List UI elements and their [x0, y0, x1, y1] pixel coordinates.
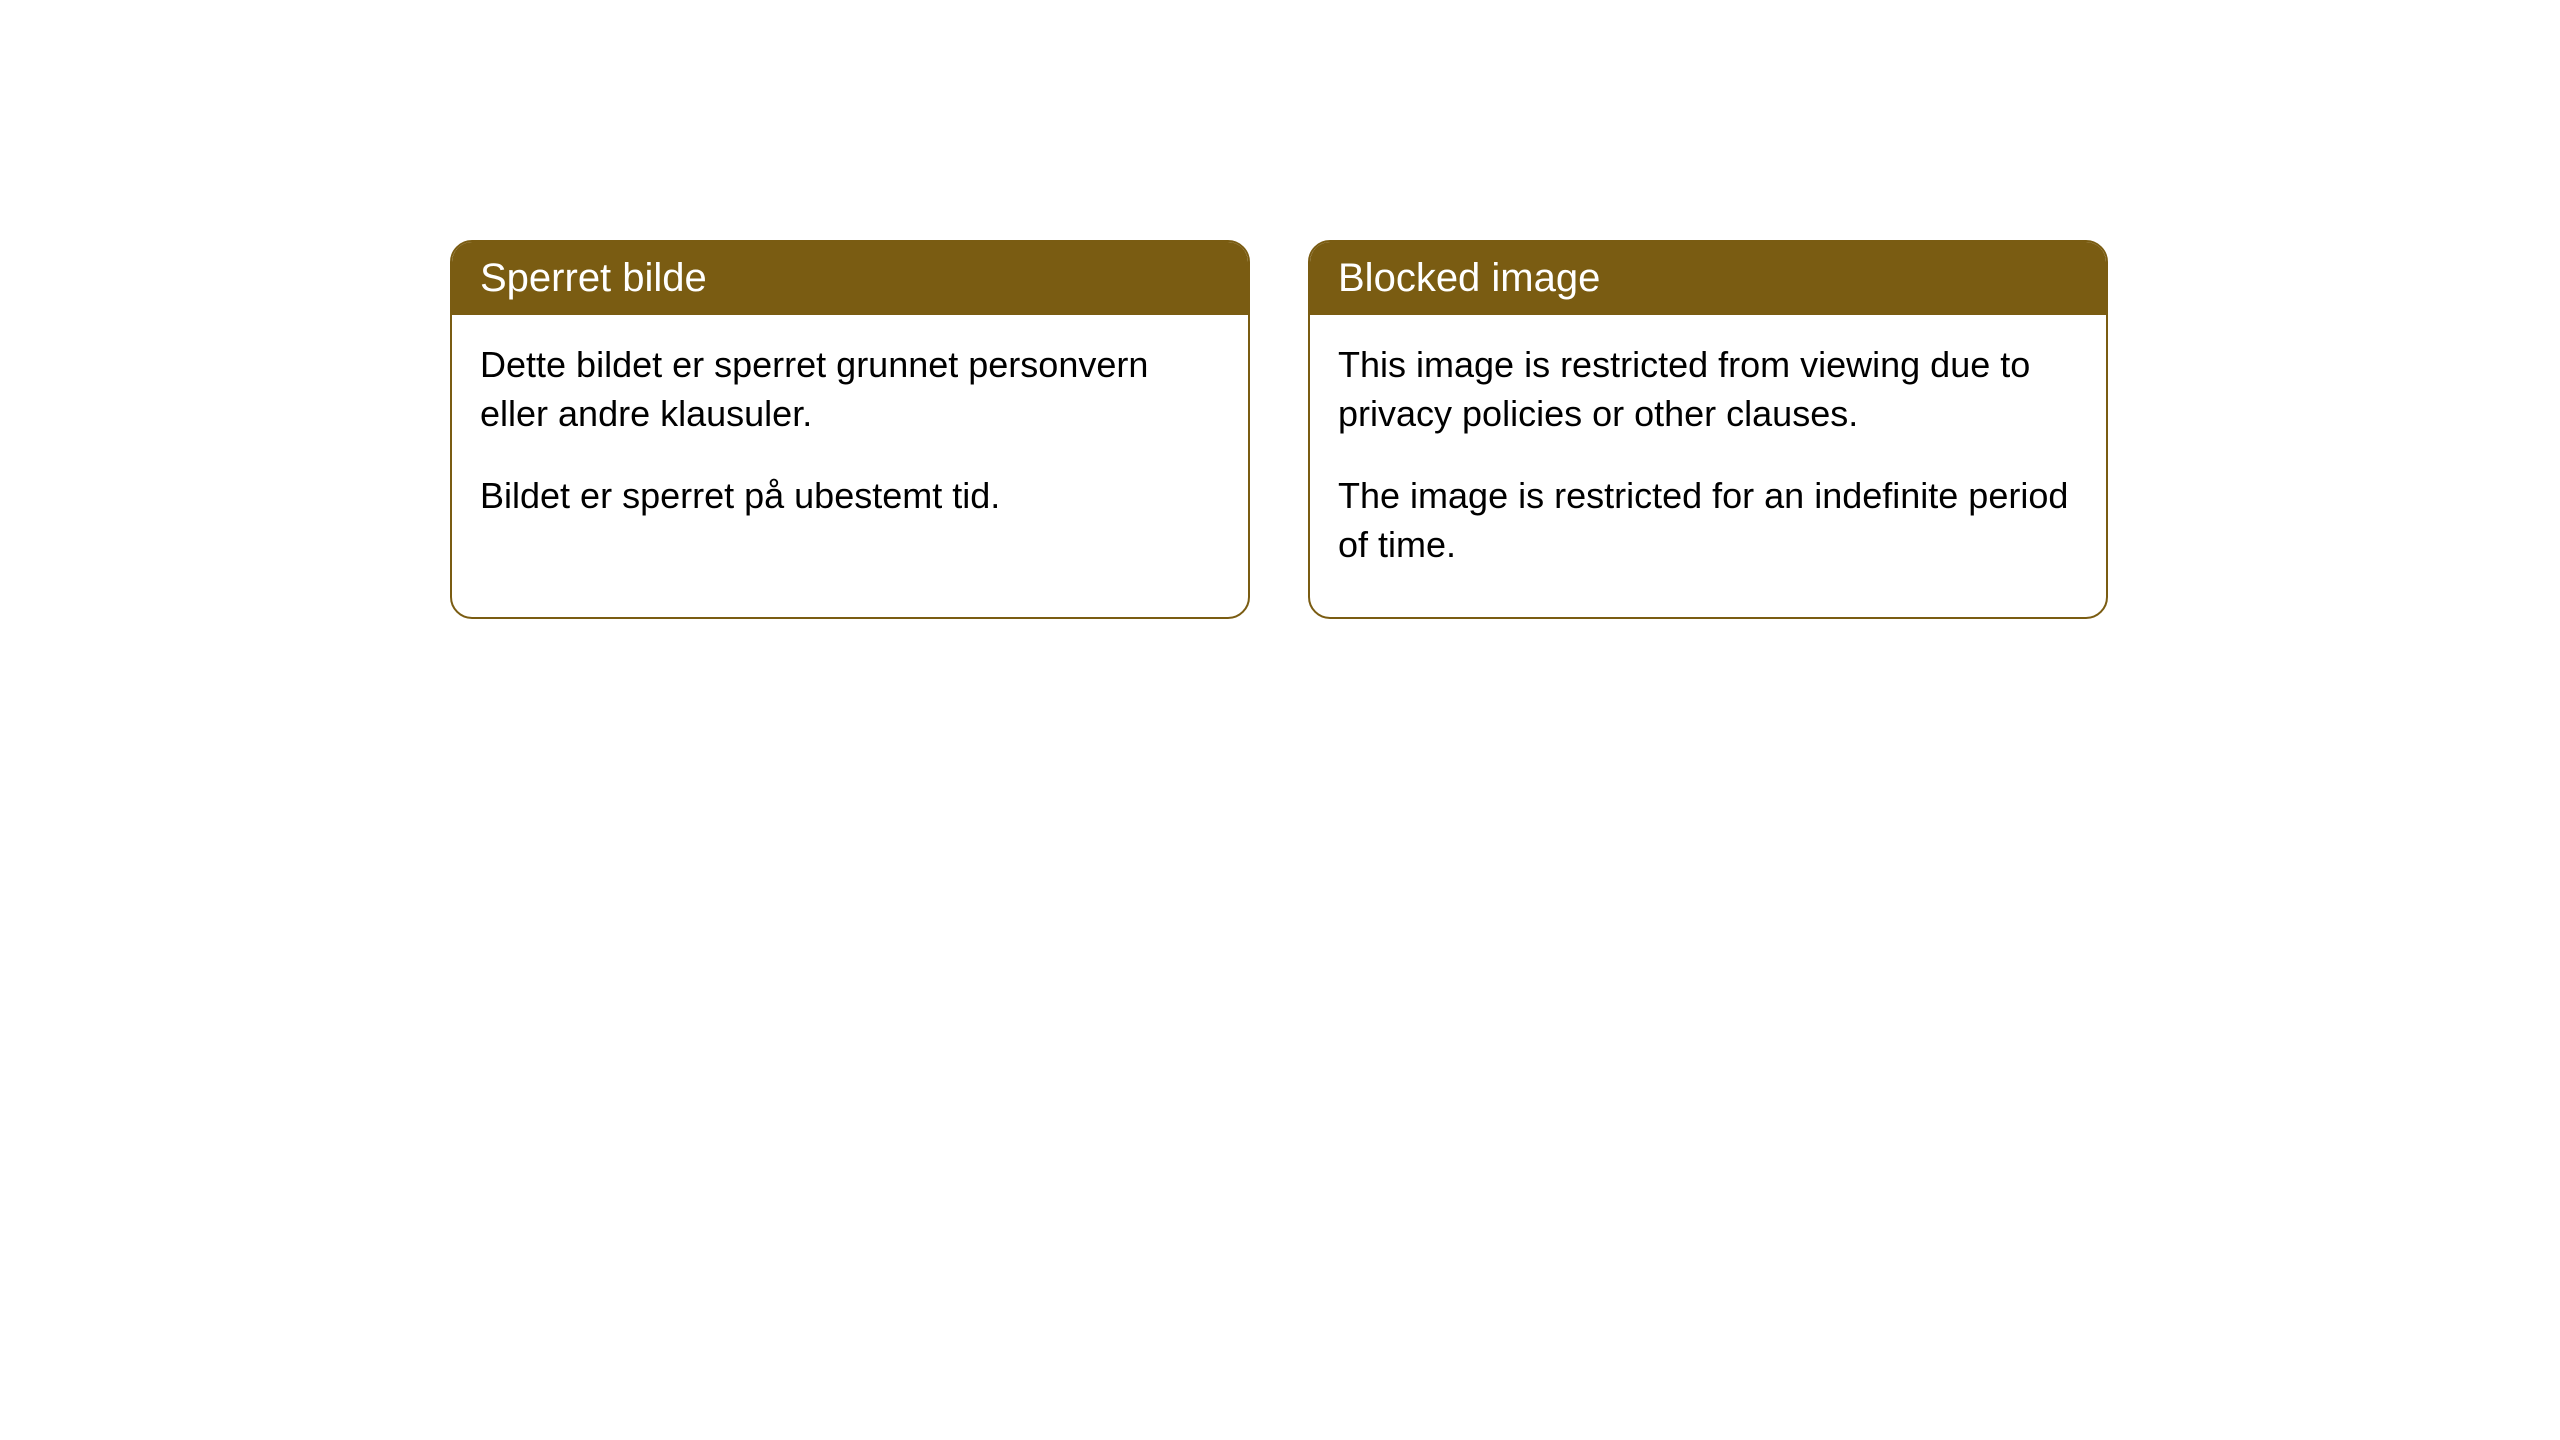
blocked-image-card-en: Blocked image This image is restricted f…	[1308, 240, 2108, 619]
notice-cards-container: Sperret bilde Dette bildet er sperret gr…	[450, 240, 2560, 619]
card-paragraph-1-no: Dette bildet er sperret grunnet personve…	[480, 341, 1220, 438]
card-body-en: This image is restricted from viewing du…	[1310, 315, 2106, 617]
card-body-no: Dette bildet er sperret grunnet personve…	[452, 315, 1248, 569]
card-paragraph-1-en: This image is restricted from viewing du…	[1338, 341, 2078, 438]
card-paragraph-2-en: The image is restricted for an indefinit…	[1338, 472, 2078, 569]
blocked-image-card-no: Sperret bilde Dette bildet er sperret gr…	[450, 240, 1250, 619]
card-title-no: Sperret bilde	[452, 242, 1248, 315]
card-title-en: Blocked image	[1310, 242, 2106, 315]
card-paragraph-2-no: Bildet er sperret på ubestemt tid.	[480, 472, 1220, 521]
